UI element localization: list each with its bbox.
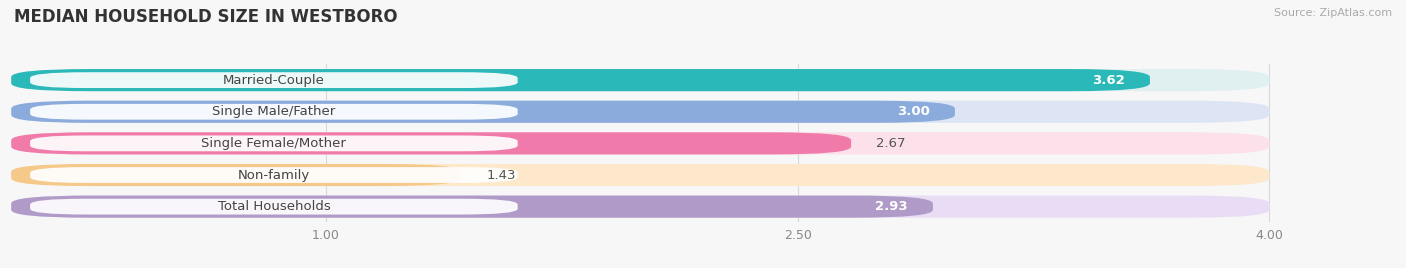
- FancyBboxPatch shape: [30, 199, 517, 214]
- Text: Total Households: Total Households: [218, 200, 330, 213]
- FancyBboxPatch shape: [30, 72, 517, 88]
- FancyBboxPatch shape: [11, 69, 1270, 91]
- FancyBboxPatch shape: [11, 132, 1270, 154]
- FancyBboxPatch shape: [11, 196, 934, 218]
- FancyBboxPatch shape: [11, 164, 1270, 186]
- FancyBboxPatch shape: [11, 101, 955, 123]
- Text: Single Male/Father: Single Male/Father: [212, 105, 336, 118]
- Text: MEDIAN HOUSEHOLD SIZE IN WESTBORO: MEDIAN HOUSEHOLD SIZE IN WESTBORO: [14, 8, 398, 26]
- Text: Non-family: Non-family: [238, 169, 311, 181]
- Text: 3.00: 3.00: [897, 105, 929, 118]
- FancyBboxPatch shape: [11, 101, 1270, 123]
- FancyBboxPatch shape: [11, 132, 851, 154]
- Text: 1.43: 1.43: [486, 169, 516, 181]
- FancyBboxPatch shape: [11, 196, 1270, 218]
- FancyBboxPatch shape: [11, 164, 461, 186]
- FancyBboxPatch shape: [30, 167, 517, 183]
- Text: Source: ZipAtlas.com: Source: ZipAtlas.com: [1274, 8, 1392, 18]
- Text: 3.62: 3.62: [1092, 74, 1125, 87]
- FancyBboxPatch shape: [30, 104, 517, 120]
- Text: Married-Couple: Married-Couple: [224, 74, 325, 87]
- FancyBboxPatch shape: [11, 69, 1150, 91]
- Text: Single Female/Mother: Single Female/Mother: [201, 137, 346, 150]
- FancyBboxPatch shape: [30, 135, 517, 151]
- Text: 2.93: 2.93: [875, 200, 908, 213]
- Text: 2.67: 2.67: [876, 137, 905, 150]
